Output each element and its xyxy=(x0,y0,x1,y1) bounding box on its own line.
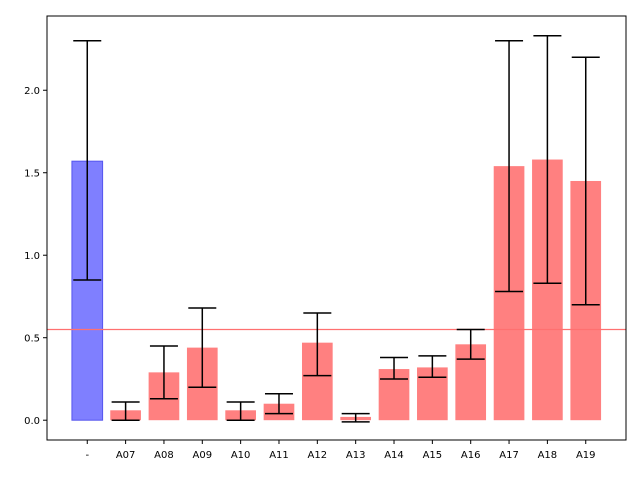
error-bar-- xyxy=(73,39,102,281)
x-tick-label: A15 xyxy=(423,450,443,461)
error-bar-A17 xyxy=(495,39,524,293)
x-tick-label: A07 xyxy=(116,450,136,461)
x-tick-label: A14 xyxy=(384,450,404,461)
error-bar-A12 xyxy=(303,312,332,377)
plot-frame xyxy=(46,15,627,441)
error-bar-A15 xyxy=(418,355,447,379)
error-bar-A07 xyxy=(111,401,140,421)
x-tick-label: A09 xyxy=(193,450,213,461)
x-tick-label: A11 xyxy=(269,450,289,461)
x-tick-label: A17 xyxy=(499,450,519,461)
error-bar-A10 xyxy=(226,401,255,421)
x-tick-label: A10 xyxy=(231,450,251,461)
y-tick-label: 0.0 xyxy=(24,416,40,427)
error-bar-A13 xyxy=(341,412,370,423)
error-bar-A11 xyxy=(264,393,293,415)
y-tick-label: 2.0 xyxy=(24,86,40,97)
error-bar-A14 xyxy=(380,356,409,380)
x-tick-label: - xyxy=(85,450,89,461)
error-bar-A19 xyxy=(571,56,600,306)
x-tick-label: A18 xyxy=(538,450,558,461)
y-tick-label: 1.0 xyxy=(24,251,40,262)
x-tick-label: A08 xyxy=(154,450,174,461)
x-axis: - A07 A08 A09 A10 A11 A12 A13 A14 A15 A16 A17 A18 A19 xyxy=(85,440,596,461)
error-bar-A08 xyxy=(149,345,178,400)
x-tick-label: A13 xyxy=(346,450,366,461)
error-bar-A16 xyxy=(456,328,485,360)
error-bar-A18 xyxy=(533,35,562,285)
x-tick-label: A12 xyxy=(308,450,328,461)
x-tick-label: A19 xyxy=(576,450,596,461)
y-axis: 0.0 0.5 1.0 1.5 2.0 xyxy=(24,86,47,427)
error-bar-A09 xyxy=(188,307,217,388)
y-tick-label: 1.5 xyxy=(24,169,40,180)
error-bars-layer xyxy=(73,35,600,423)
x-tick-label: A16 xyxy=(461,450,481,461)
y-tick-label: 0.5 xyxy=(24,334,40,345)
